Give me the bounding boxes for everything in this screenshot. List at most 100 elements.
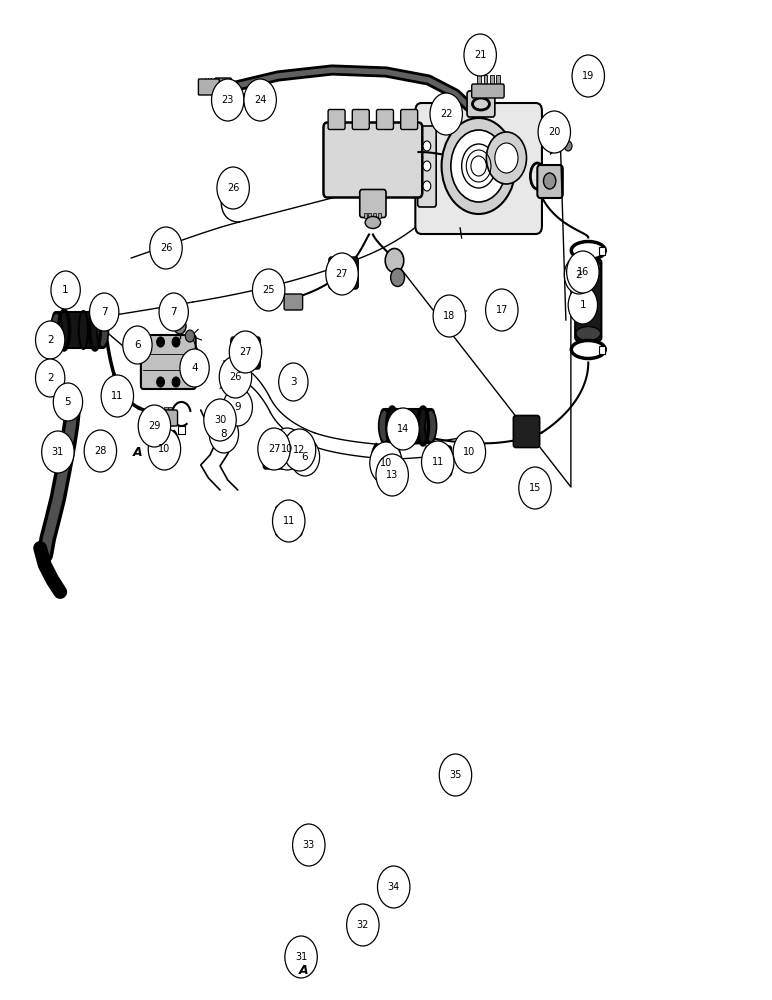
FancyBboxPatch shape: [198, 79, 219, 95]
Text: 11: 11: [283, 516, 295, 526]
Text: 20: 20: [548, 127, 560, 137]
Circle shape: [538, 111, 571, 153]
Circle shape: [174, 318, 186, 334]
FancyBboxPatch shape: [381, 409, 434, 443]
Text: 35: 35: [449, 770, 462, 780]
Bar: [159, 259, 165, 267]
Text: 14: 14: [397, 424, 409, 434]
Text: 2: 2: [47, 335, 53, 345]
Circle shape: [326, 253, 358, 295]
Circle shape: [42, 431, 74, 473]
FancyBboxPatch shape: [537, 165, 563, 198]
FancyBboxPatch shape: [513, 416, 540, 448]
Bar: [490, 75, 494, 93]
Circle shape: [370, 442, 402, 484]
FancyBboxPatch shape: [215, 78, 232, 94]
Circle shape: [148, 428, 181, 470]
Circle shape: [433, 295, 466, 337]
Text: 27: 27: [336, 269, 348, 279]
Text: 2: 2: [576, 270, 582, 280]
Circle shape: [150, 227, 182, 269]
Circle shape: [209, 415, 239, 453]
Text: A: A: [133, 446, 142, 458]
FancyBboxPatch shape: [329, 257, 358, 289]
Bar: [161, 458, 170, 468]
Ellipse shape: [378, 410, 391, 442]
Circle shape: [53, 383, 83, 421]
Circle shape: [101, 375, 134, 417]
Circle shape: [258, 428, 290, 470]
Text: 22: 22: [440, 109, 452, 119]
FancyBboxPatch shape: [352, 109, 369, 130]
Circle shape: [572, 55, 604, 97]
FancyBboxPatch shape: [377, 109, 394, 130]
Text: 9: 9: [235, 402, 241, 412]
Text: 34: 34: [388, 882, 400, 892]
Circle shape: [123, 326, 152, 364]
Text: 4: 4: [191, 363, 198, 373]
Ellipse shape: [576, 326, 601, 340]
Bar: [382, 471, 391, 481]
Text: 8: 8: [221, 429, 227, 439]
Circle shape: [185, 330, 195, 342]
Circle shape: [157, 377, 164, 387]
Bar: [178, 426, 185, 434]
Bar: [373, 213, 376, 218]
Bar: [158, 407, 162, 422]
Circle shape: [271, 428, 303, 470]
Circle shape: [301, 452, 309, 462]
FancyBboxPatch shape: [53, 312, 106, 348]
Text: 12: 12: [293, 445, 306, 455]
Circle shape: [138, 405, 171, 447]
Circle shape: [387, 408, 419, 450]
Bar: [599, 247, 605, 255]
Circle shape: [568, 286, 598, 324]
Text: 26: 26: [160, 243, 172, 253]
Bar: [168, 407, 172, 422]
Circle shape: [543, 173, 556, 189]
Circle shape: [564, 141, 572, 151]
Circle shape: [293, 824, 325, 866]
Circle shape: [551, 116, 560, 128]
FancyBboxPatch shape: [263, 437, 293, 469]
Text: 27: 27: [268, 444, 280, 454]
Text: 1: 1: [580, 300, 586, 310]
Circle shape: [51, 271, 80, 309]
Text: 10: 10: [158, 444, 171, 454]
Text: 27: 27: [239, 347, 252, 357]
Text: 7: 7: [101, 307, 107, 317]
Bar: [368, 213, 371, 218]
Ellipse shape: [425, 410, 437, 442]
Bar: [477, 75, 481, 93]
Text: 11: 11: [111, 391, 124, 401]
Text: 16: 16: [577, 267, 589, 277]
Circle shape: [423, 141, 431, 151]
Text: 3: 3: [290, 377, 296, 387]
Circle shape: [180, 349, 209, 387]
Circle shape: [252, 269, 285, 311]
FancyBboxPatch shape: [415, 103, 542, 234]
Text: 31: 31: [295, 952, 307, 962]
FancyBboxPatch shape: [418, 126, 436, 207]
FancyBboxPatch shape: [575, 260, 601, 340]
Circle shape: [273, 500, 305, 542]
Bar: [230, 200, 236, 208]
Bar: [599, 346, 605, 354]
Circle shape: [204, 399, 236, 441]
Circle shape: [495, 143, 518, 173]
Circle shape: [283, 429, 316, 471]
Circle shape: [442, 118, 516, 214]
Text: 10: 10: [281, 444, 293, 454]
Circle shape: [212, 79, 244, 121]
Circle shape: [157, 337, 164, 347]
Text: 29: 29: [148, 421, 161, 431]
FancyBboxPatch shape: [401, 109, 418, 130]
Bar: [378, 213, 381, 218]
Ellipse shape: [97, 313, 108, 347]
Text: A: A: [299, 964, 308, 976]
Bar: [483, 75, 487, 93]
Text: 6: 6: [302, 452, 308, 462]
Text: 31: 31: [52, 447, 64, 457]
Circle shape: [217, 167, 249, 209]
Circle shape: [462, 144, 496, 188]
